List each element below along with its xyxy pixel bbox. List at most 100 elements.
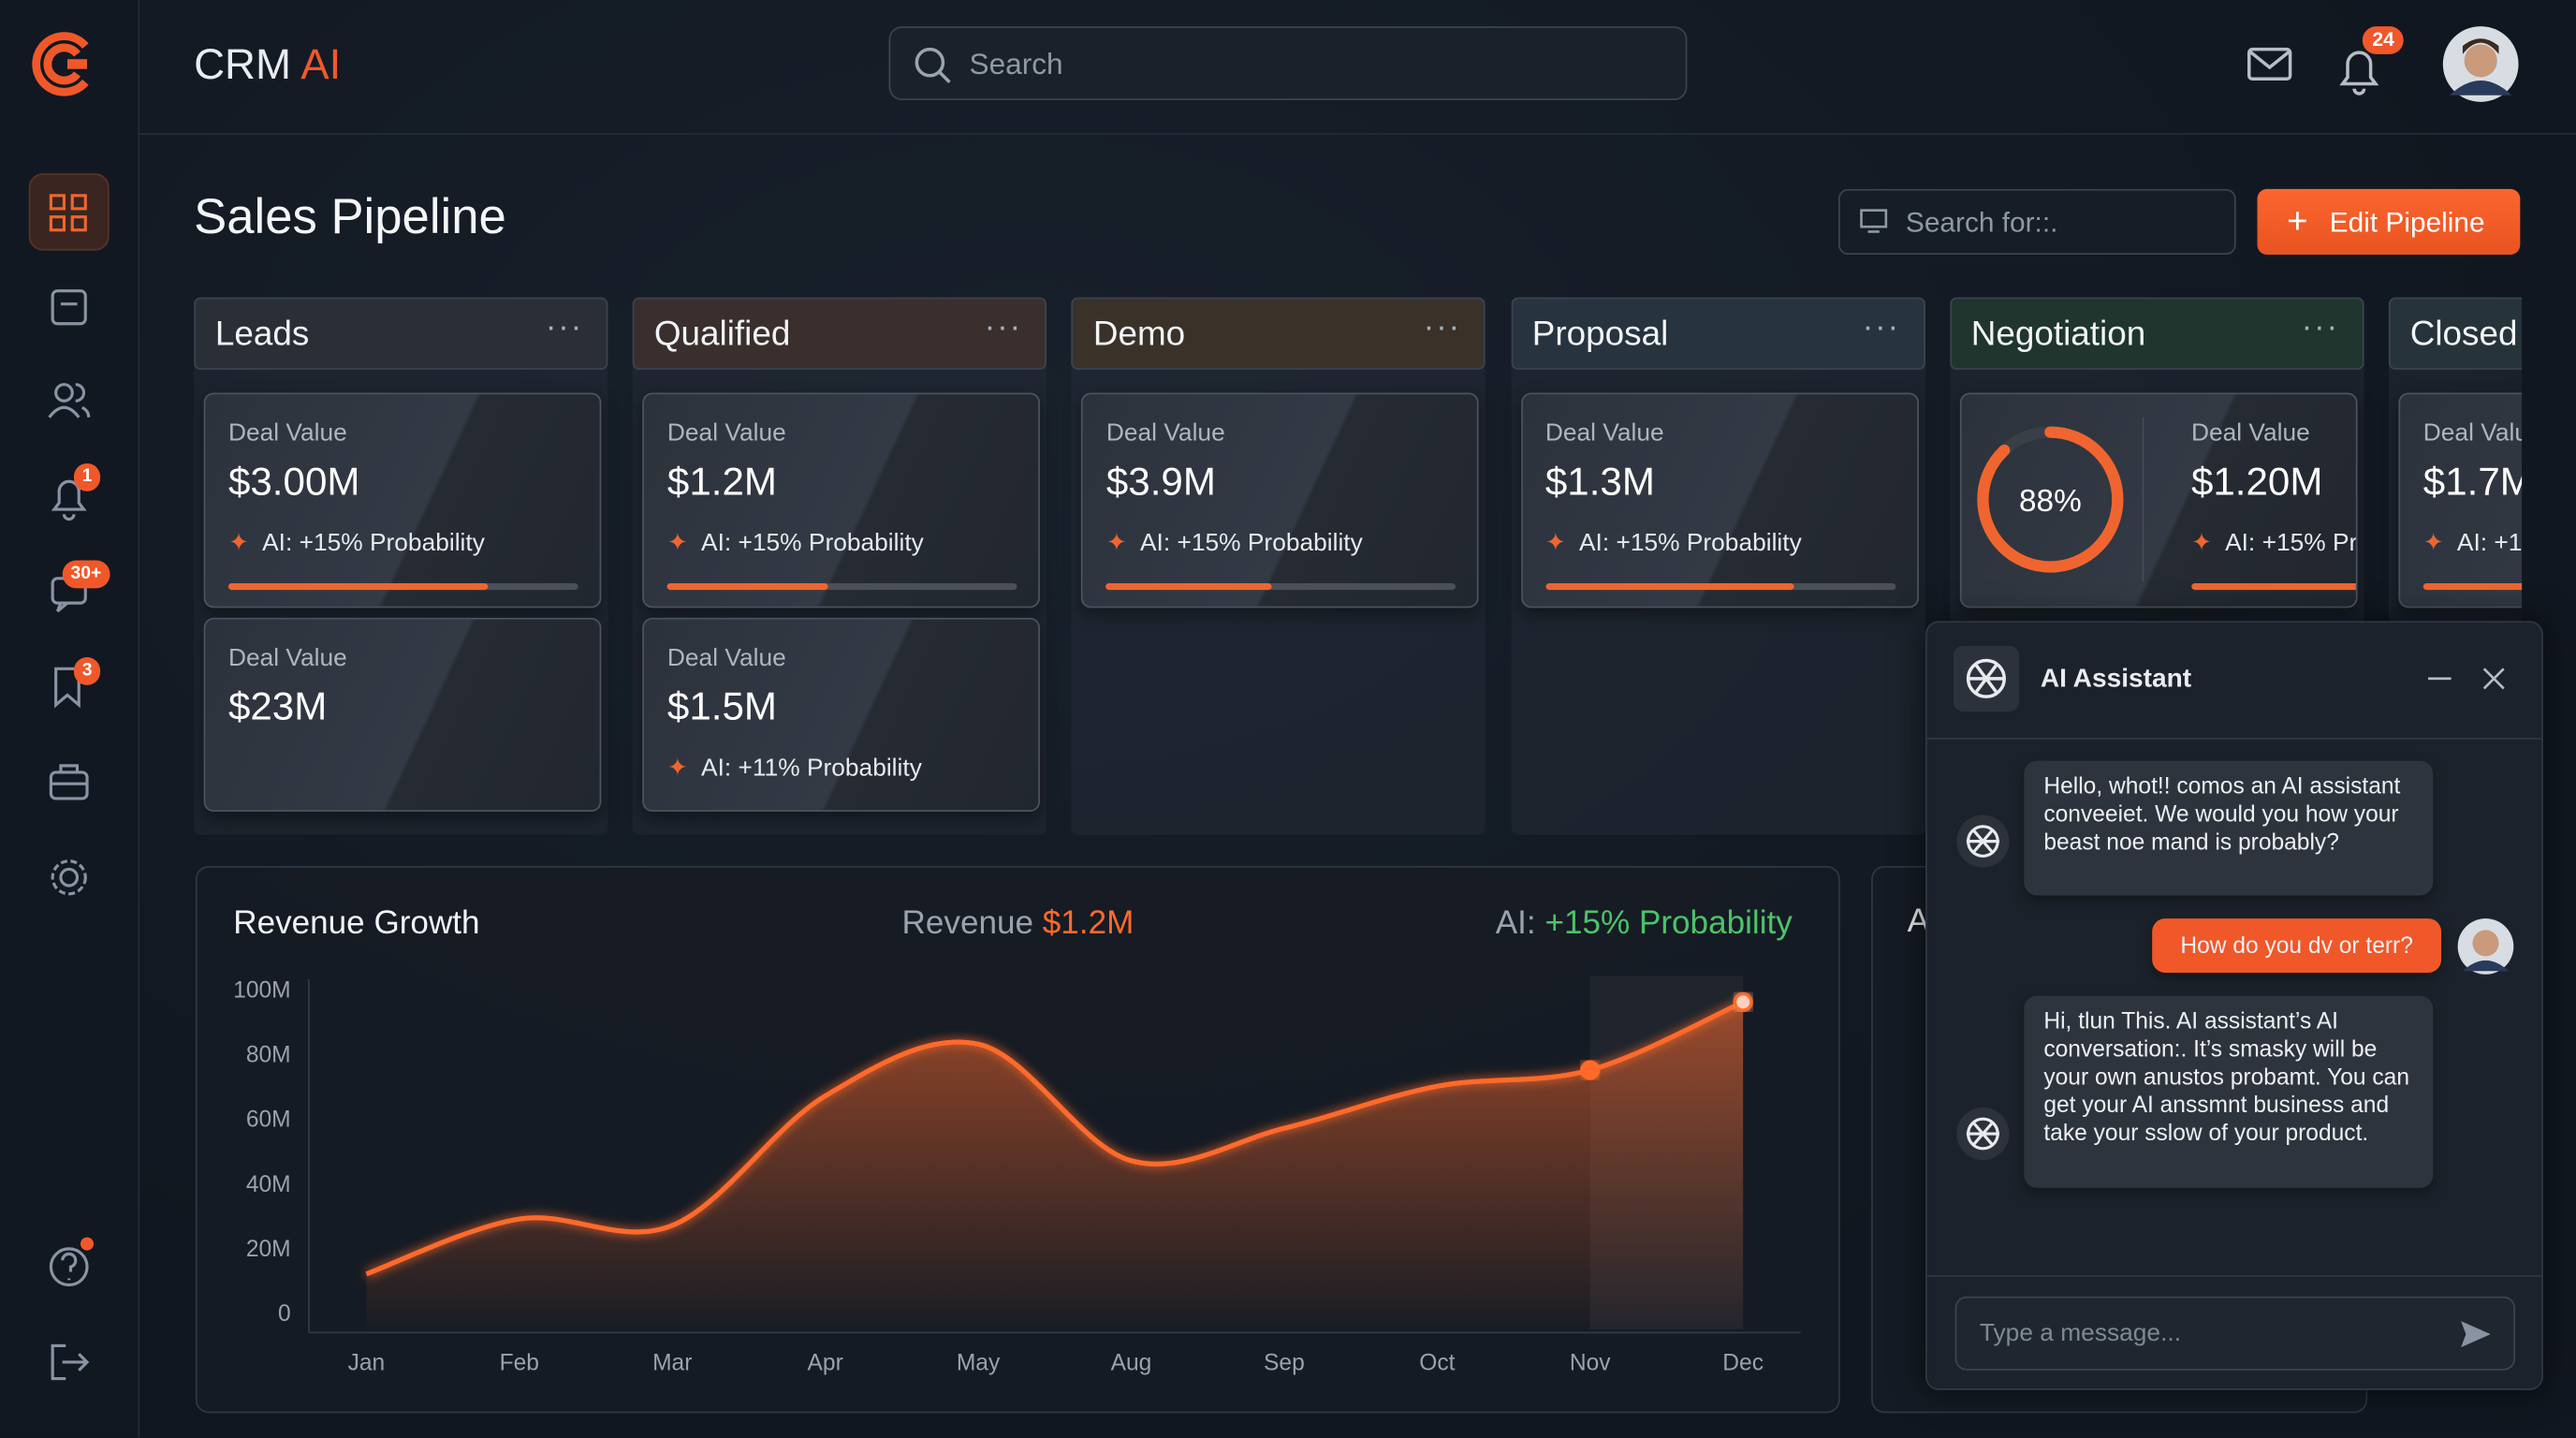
divider bbox=[1926, 1274, 2542, 1277]
logo-bar bbox=[66, 59, 88, 69]
pipeline-search-icon bbox=[1860, 209, 1888, 233]
nav-deals[interactable] bbox=[49, 770, 89, 800]
assistant-title: AI Assistant bbox=[2040, 665, 2192, 694]
nav-help[interactable] bbox=[49, 1247, 89, 1287]
progress-fill bbox=[2422, 583, 2523, 591]
sidebar: 1 30+ 3 bbox=[0, 0, 140, 1438]
user-avatar bbox=[2457, 918, 2514, 975]
column-menu[interactable]: ··· bbox=[1862, 308, 1900, 345]
deal-card[interactable]: 88% Deal Value $1.20M ✦ AI: +15% Probability bbox=[1959, 392, 2358, 609]
ai-probability: ✦ AI: +15% Probability bbox=[228, 527, 485, 557]
send-button[interactable] bbox=[2458, 1316, 2495, 1353]
mail-icon[interactable] bbox=[2247, 47, 2292, 81]
avatar-body bbox=[2449, 80, 2512, 95]
topbar bbox=[138, 0, 2576, 135]
nav-alerts[interactable] bbox=[51, 479, 87, 521]
column-title: Demo bbox=[1092, 315, 1186, 354]
x-tick-label: Jan bbox=[348, 1351, 386, 1376]
nav-contacts[interactable] bbox=[54, 383, 74, 403]
x-tick-label: Sep bbox=[1264, 1351, 1305, 1376]
deal-card[interactable]: Deal Value $1.2M ✦ AI: +15% Probability bbox=[642, 392, 1041, 609]
deal-label: Deal Value bbox=[1105, 418, 1225, 448]
nav-dashboard[interactable] bbox=[49, 194, 87, 232]
deal-card[interactable]: Deal Value $1.5M ✦ AI: +11% Probability bbox=[642, 617, 1041, 813]
column-header: Demo ··· bbox=[1072, 297, 1486, 370]
avatar-face bbox=[2464, 44, 2497, 78]
avatar-ring bbox=[1967, 1117, 1999, 1151]
nav-tasks[interactable] bbox=[51, 289, 87, 326]
brand-name: CRM bbox=[194, 39, 292, 89]
bell-icon[interactable] bbox=[2339, 51, 2379, 95]
chart: Revenue Growth Revenue $1.2M AI: +15% Pr… bbox=[233, 904, 1801, 1376]
chart-title: Revenue Growth bbox=[233, 904, 479, 941]
column-title: Closed bbox=[2409, 315, 2518, 354]
y-tick-label: 20M bbox=[246, 1237, 291, 1262]
pipeline-search[interactable]: Search for::. bbox=[1837, 188, 2236, 256]
column-menu[interactable]: ··· bbox=[984, 308, 1023, 345]
search-box[interactable]: Search bbox=[888, 26, 1688, 101]
x-tick-label: Aug bbox=[1111, 1351, 1152, 1376]
deal-card[interactable]: Deal Value $23M bbox=[203, 617, 602, 813]
ai-text: AI: +15% Probability bbox=[701, 529, 924, 557]
deal-card[interactable]: Deal Value $1.7M ✦ AI: +15% Probability bbox=[2398, 392, 2523, 609]
ai-probability: ✦ AI: +11% Probability bbox=[667, 753, 922, 783]
ai-value: +15% Probability bbox=[1544, 904, 1793, 941]
ai-text: AI: +15% Probability bbox=[1578, 529, 1802, 557]
pipeline-column: Leads ··· Deal Value $3.00M ✦ AI: +15% Probab… bbox=[194, 297, 608, 835]
chart-panel: Revenue Growth Revenue $1.2M AI: +15% Pr… bbox=[195, 865, 1840, 1414]
sparkle-icon: ✦ bbox=[1105, 529, 1127, 557]
deal-value: $1.5M bbox=[666, 684, 777, 730]
ai-label: AI: bbox=[1496, 904, 1536, 941]
sparkle-icon: ✦ bbox=[1544, 529, 1566, 557]
deal-label: Deal Value bbox=[227, 643, 347, 672]
sparkle-icon: ✦ bbox=[2190, 529, 2213, 557]
ai-text: AI: +15% Probability bbox=[1139, 529, 1363, 557]
progress-fill bbox=[2190, 583, 2356, 591]
point-marker bbox=[1733, 991, 1753, 1012]
bot-message: Hello, whot!! comos an AI assistant conv… bbox=[2024, 760, 2434, 896]
column-menu[interactable]: ··· bbox=[545, 308, 584, 345]
notification-badge: 24 bbox=[2362, 26, 2405, 54]
badge: 30+ bbox=[62, 560, 110, 589]
message-input[interactable]: Type a message... bbox=[1954, 1296, 2516, 1371]
deal-card[interactable]: Deal Value $3.9M ✦ AI: +15% Probability bbox=[1081, 392, 1480, 609]
y-tick-label: 40M bbox=[246, 1172, 291, 1197]
column-menu[interactable]: ··· bbox=[2301, 308, 2339, 345]
window-controls bbox=[2428, 668, 2505, 690]
ai-text: AI: +15% Probability bbox=[2456, 529, 2523, 557]
ai-probability: ✦ AI: +15% Probability bbox=[1106, 527, 1363, 557]
edit-pipeline-button[interactable]: + Edit Pipeline bbox=[2257, 188, 2521, 256]
avatar-ring bbox=[1967, 825, 1999, 858]
column-title: Qualified bbox=[653, 315, 791, 354]
deal-card[interactable]: Deal Value $3.00M ✦ AI: +15% Probability bbox=[203, 392, 602, 609]
deal-label: Deal Value bbox=[227, 418, 347, 448]
x-tick-label: Mar bbox=[652, 1351, 692, 1376]
area bbox=[366, 1002, 1744, 1329]
page-title: Sales Pipeline bbox=[194, 190, 506, 245]
pipeline-column: Proposal ··· Deal Value $1.3M ✦ AI: +15% Prob… bbox=[1510, 297, 1925, 835]
nav-active-bg[interactable] bbox=[28, 173, 110, 251]
progress-fill bbox=[1544, 583, 1794, 591]
deal-value: $1.3M bbox=[1544, 460, 1655, 505]
nav-logout[interactable] bbox=[51, 1343, 90, 1381]
bot-message: Hi, tlun This. AI assistant’s AI convers… bbox=[2024, 995, 2434, 1188]
deal-card[interactable]: Deal Value $1.3M ✦ AI: +15% Probability bbox=[1520, 392, 1919, 609]
close[interactable] bbox=[2482, 668, 2505, 690]
deal-value: $1.7M bbox=[2422, 460, 2522, 505]
x-tick-label: Dec bbox=[1722, 1351, 1764, 1376]
deal-label: Deal Value bbox=[1544, 418, 1664, 448]
ai-summary: AI: +15% Probability bbox=[1496, 904, 1793, 941]
y-tick-label: 60M bbox=[246, 1108, 291, 1133]
column-menu[interactable]: ··· bbox=[1423, 308, 1461, 345]
column-title: Proposal bbox=[1531, 315, 1669, 354]
point-marker bbox=[1580, 1060, 1601, 1080]
progress-fill bbox=[666, 583, 828, 591]
deal-label: Deal Value bbox=[2422, 418, 2522, 448]
line bbox=[365, 999, 1745, 1277]
bot-avatar bbox=[1956, 1107, 2010, 1161]
search-placeholder: Search bbox=[969, 47, 1063, 81]
ai-text: AI: +11% Probability bbox=[701, 754, 922, 783]
deal-value: $3.9M bbox=[1105, 460, 1216, 505]
nav-settings[interactable] bbox=[59, 867, 80, 888]
plus-icon: + bbox=[2287, 200, 2308, 242]
